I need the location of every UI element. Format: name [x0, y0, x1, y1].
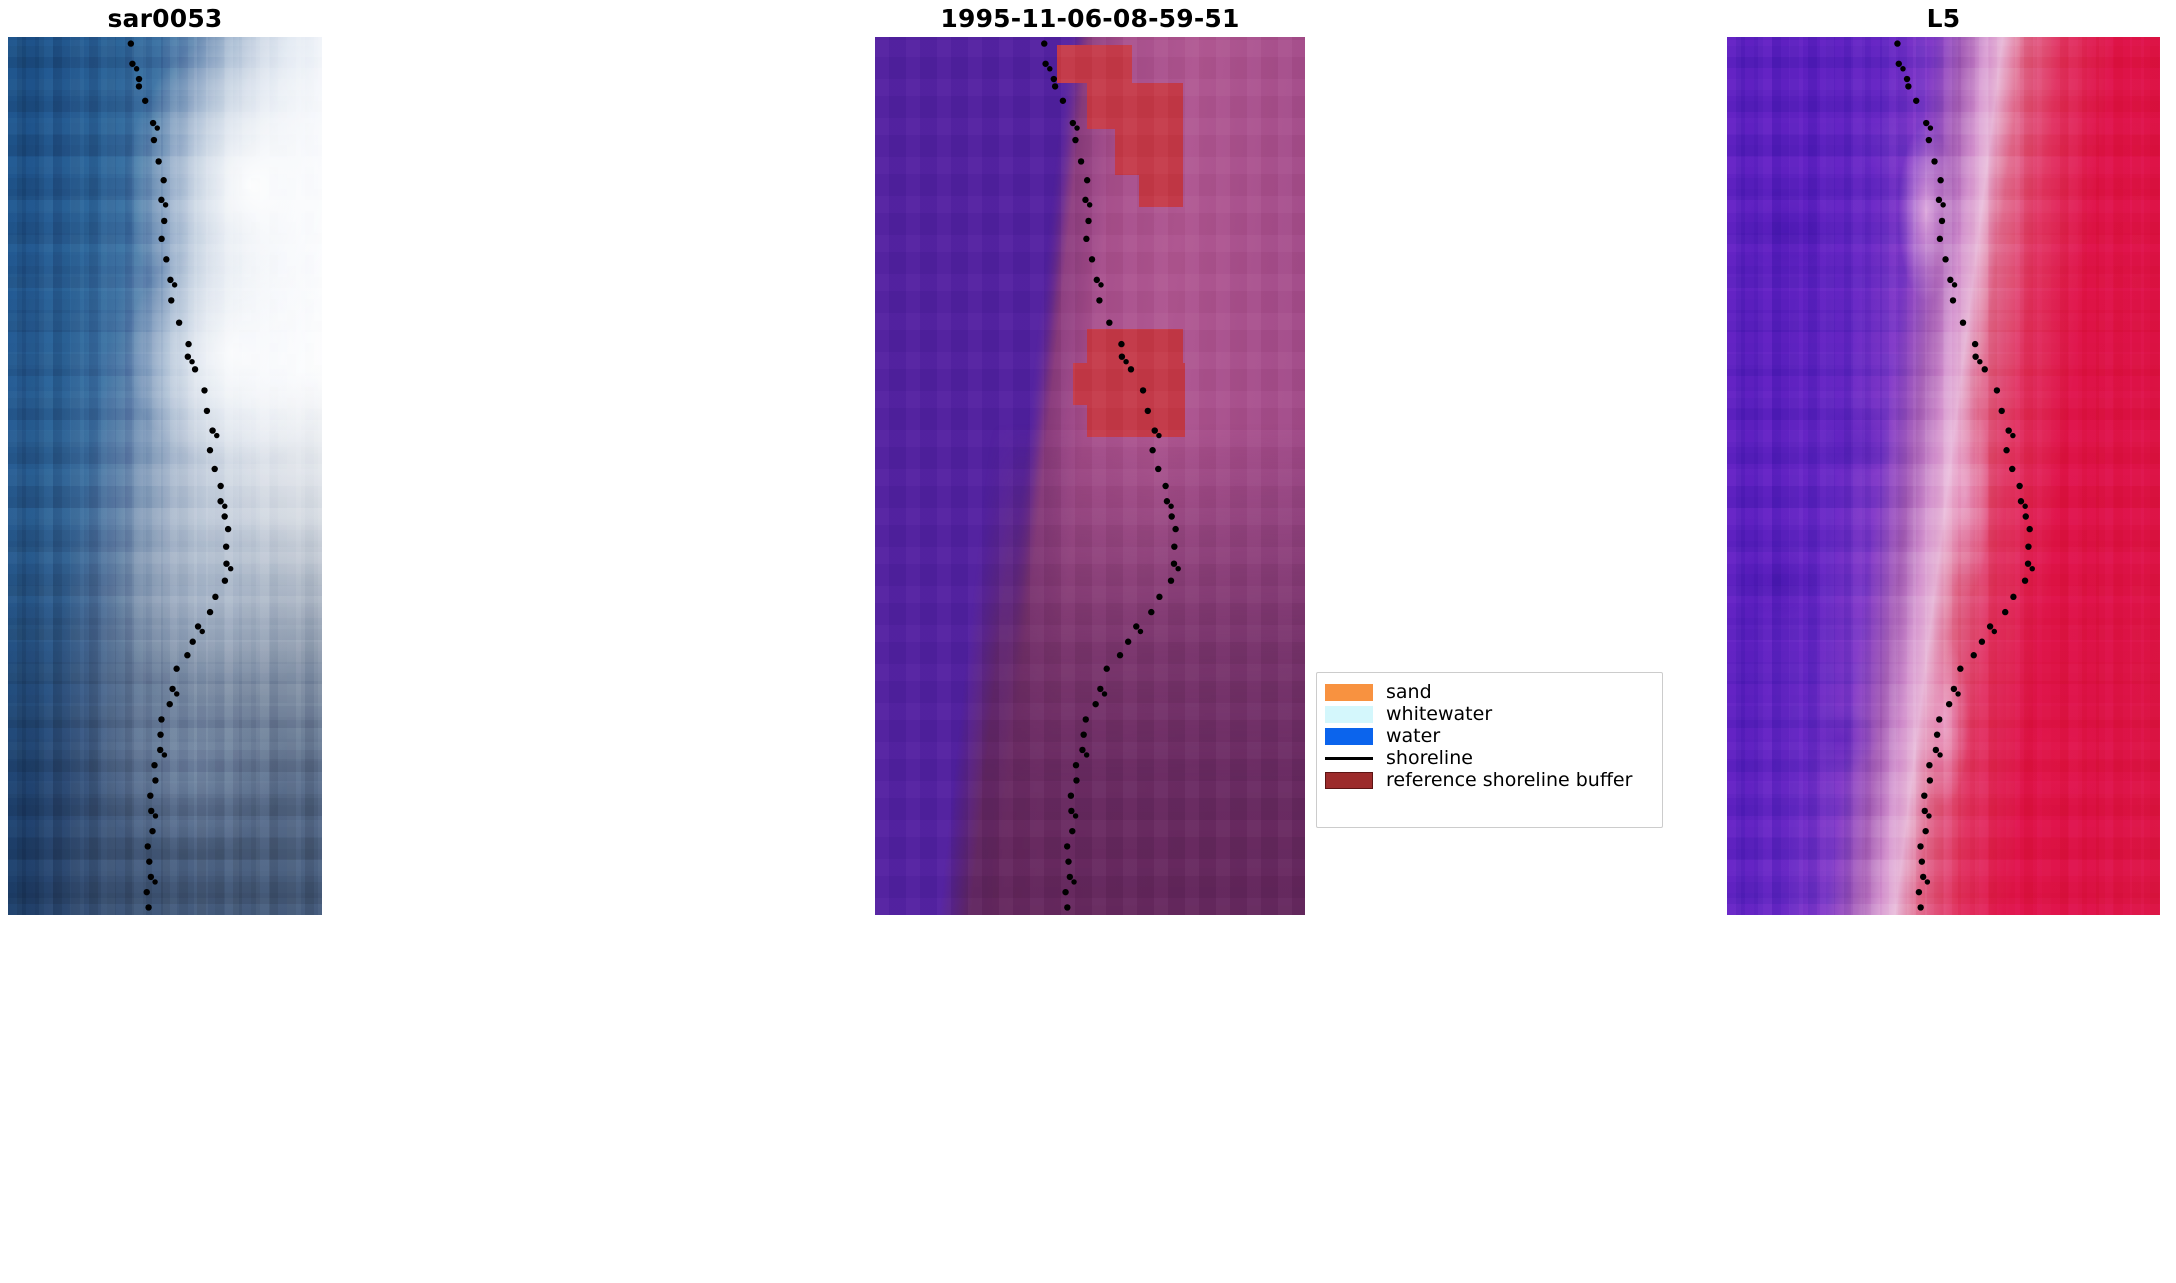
class-buffer-blob-top3	[1115, 129, 1183, 175]
panel-sar-amplitude: sar0053	[8, 0, 322, 920]
class-buffer-blob-mid3	[1087, 405, 1185, 437]
shoreline-line-icon	[1325, 756, 1373, 760]
legend-swatch-shoreline	[1325, 750, 1373, 767]
legend-item: whitewater	[1325, 703, 1652, 725]
panel-classification: 1995-11-06-08-59-51	[875, 0, 1305, 920]
axes-l5-composite	[1727, 37, 2160, 915]
legend-item: sand	[1325, 681, 1652, 703]
legend-swatch-whitewater	[1325, 705, 1373, 723]
legend-swatch-reference-buffer	[1325, 771, 1373, 789]
sar-mid-haze	[8, 37, 322, 915]
panel-l5-composite: L5	[1727, 0, 2160, 920]
panel-title-l5: L5	[1926, 4, 1961, 33]
legend-swatch-sand	[1325, 683, 1373, 701]
legend-label-water: water	[1386, 724, 1441, 747]
class-buffer-blob-top	[1057, 45, 1132, 83]
class-buffer-blob-top4	[1139, 175, 1183, 207]
l5-whitewater-band	[1727, 37, 2160, 915]
legend-label-shoreline: shoreline	[1386, 746, 1473, 769]
axes-sar-amplitude	[8, 37, 322, 915]
legend-swatch-water	[1325, 727, 1373, 745]
class-buffer-blob-top2	[1087, 83, 1183, 129]
panel-title-sar: sar0053	[107, 4, 223, 33]
axes-classification	[875, 37, 1305, 915]
legend-item: shoreline	[1325, 747, 1652, 769]
legend-label-whitewater: whitewater	[1386, 702, 1493, 725]
class-sand-dark-lower	[875, 37, 1305, 915]
legend-item: reference shoreline buffer	[1325, 769, 1652, 791]
legend: sand whitewater water shoreline referenc…	[1316, 672, 1663, 828]
legend-label-reference-buffer: reference shoreline buffer	[1386, 768, 1633, 791]
panel-title-classification: 1995-11-06-08-59-51	[940, 4, 1240, 33]
legend-item: water	[1325, 725, 1652, 747]
legend-label-sand: sand	[1386, 680, 1432, 703]
class-buffer-blob-mid	[1087, 329, 1183, 363]
class-buffer-blob-mid2	[1073, 363, 1185, 405]
